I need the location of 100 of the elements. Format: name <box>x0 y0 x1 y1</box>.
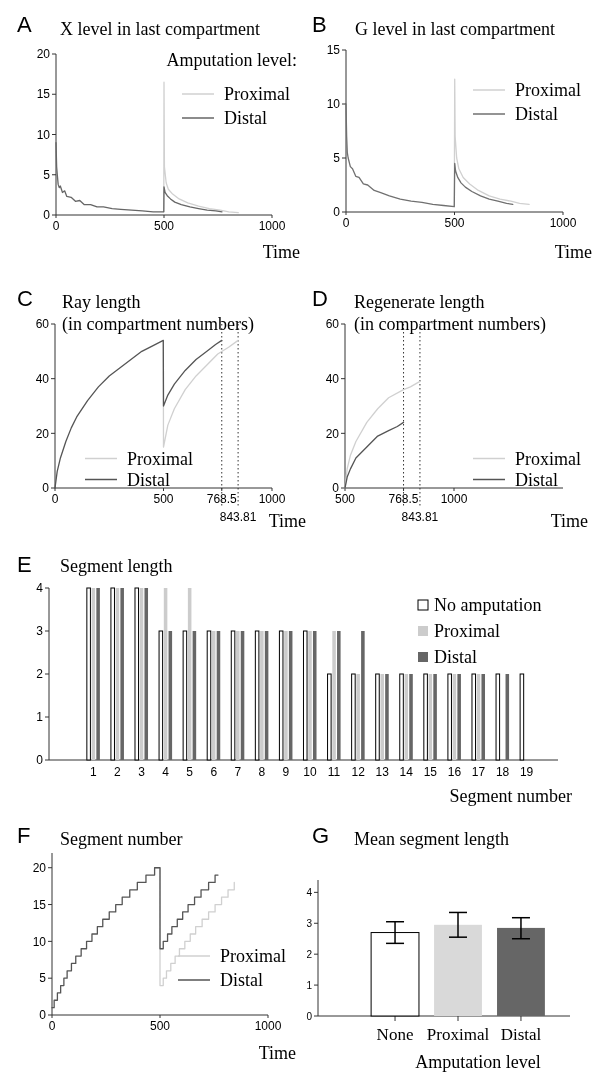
text: G <box>312 823 330 848</box>
y-tick-label: 0 <box>333 205 341 220</box>
bar <box>110 587 115 761</box>
y-tick-label: 10 <box>326 97 341 112</box>
chart-title: Segment number <box>60 829 183 849</box>
x-tick-label: 7 <box>234 765 242 779</box>
x-tick-label: 14 <box>399 765 414 779</box>
legend-label: Proximal <box>224 84 290 105</box>
x-tick-label: 9 <box>282 765 290 779</box>
y-tick-label: 3 <box>36 624 44 639</box>
bar <box>327 673 332 761</box>
y-tick-label: 5 <box>333 151 341 166</box>
text: D <box>312 286 328 311</box>
legend-label: Distal <box>515 469 558 490</box>
y-tick-label: 3 <box>306 917 313 929</box>
bar <box>423 673 428 761</box>
bar <box>361 631 365 760</box>
text: F <box>17 823 31 848</box>
x-axis-title: Amputation level <box>415 1052 541 1072</box>
x-tick-label: 8 <box>258 765 266 779</box>
bar <box>96 588 100 760</box>
text: A <box>17 12 32 37</box>
x-tick-label: 2 <box>114 765 122 779</box>
x-axis-title: Time <box>268 511 306 531</box>
legend-label: Proximal <box>220 946 286 967</box>
ref-line-label: 843.81 <box>219 510 257 524</box>
bar <box>278 630 284 761</box>
y-tick-label: 15 <box>32 897 47 912</box>
y-tick-label: 60 <box>35 317 50 332</box>
y-tick-label: 0 <box>39 1008 47 1023</box>
bar <box>120 588 124 760</box>
bar <box>260 631 264 760</box>
bar <box>385 674 389 760</box>
x-tick-label: 768.5 <box>388 492 419 506</box>
chart-title: Regenerate length (in compartment numbers) <box>354 292 546 335</box>
y-tick-label: 10 <box>32 934 47 949</box>
x-tick-label: 11 <box>327 765 341 779</box>
bar <box>86 587 91 761</box>
x-tick-label: 1000 <box>258 492 286 506</box>
bar <box>447 673 452 761</box>
text: E <box>17 552 32 577</box>
bar <box>144 588 149 760</box>
y-tick-label: 40 <box>35 371 50 386</box>
bar <box>399 673 404 761</box>
y-tick-label: 1 <box>36 710 44 725</box>
x-tick-label: 19 <box>519 765 534 779</box>
x-tick-label: 15 <box>423 765 438 779</box>
x-tick-label: 500 <box>444 216 465 230</box>
x-axis-title: Time <box>262 242 300 262</box>
line-series <box>344 421 405 489</box>
text: C <box>17 286 33 311</box>
x-tick-label: 3 <box>138 765 146 779</box>
chart-title: Ray length (in compartment numbers) <box>62 292 254 335</box>
y-tick-label: 20 <box>325 426 340 441</box>
legend-label: No amputation <box>434 595 542 616</box>
x-tick-label: 12 <box>351 765 366 779</box>
line-series <box>344 380 421 489</box>
bar <box>254 630 260 761</box>
bar <box>284 631 288 760</box>
x-tick-label: 0 <box>52 219 60 233</box>
y-tick-label: 60 <box>325 317 340 332</box>
x-tick-label: 500 <box>153 492 174 506</box>
x-tick-label: 4 <box>162 765 170 779</box>
y-tick-label: 20 <box>32 860 47 875</box>
x-tick-label: 1000 <box>258 219 286 233</box>
legend-label: Proximal <box>515 80 581 101</box>
bar <box>302 630 308 761</box>
bar <box>433 674 437 760</box>
y-tick-label: 20 <box>36 47 51 62</box>
chart-title: Mean segment length <box>354 829 509 849</box>
x-tick-label: 18 <box>495 765 510 779</box>
y-tick-label: 0 <box>42 481 50 496</box>
bar <box>236 631 240 760</box>
x-tick-label: None <box>376 1025 414 1044</box>
line-series <box>345 103 514 208</box>
y-tick-label: 4 <box>306 886 313 898</box>
bar <box>134 587 140 761</box>
y-tick-label: 4 <box>36 581 44 596</box>
bar <box>471 673 477 761</box>
x-tick-label: 6 <box>210 765 218 779</box>
bar <box>332 631 336 760</box>
bar <box>380 674 384 760</box>
chart-title: X level in last compartment <box>60 19 260 39</box>
x-tick-label: 500 <box>149 1019 171 1033</box>
legend-label: Distal <box>220 970 263 991</box>
y-tick-label: 20 <box>35 426 50 441</box>
chart-title: G level in last compartment <box>355 19 555 39</box>
y-tick-label: 2 <box>36 667 44 682</box>
x-tick-label: 500 <box>153 219 175 233</box>
bar <box>356 674 360 760</box>
legend-label: Proximal <box>127 448 193 469</box>
bar <box>409 674 413 760</box>
line-series <box>55 141 223 213</box>
bar <box>308 631 312 760</box>
legend-title: Amputation level: <box>166 50 297 70</box>
bar <box>375 673 380 761</box>
y-tick-label: 5 <box>39 971 47 986</box>
bar <box>182 630 188 761</box>
legend-label: Proximal <box>515 448 581 469</box>
chart-title: Segment length <box>60 556 173 576</box>
